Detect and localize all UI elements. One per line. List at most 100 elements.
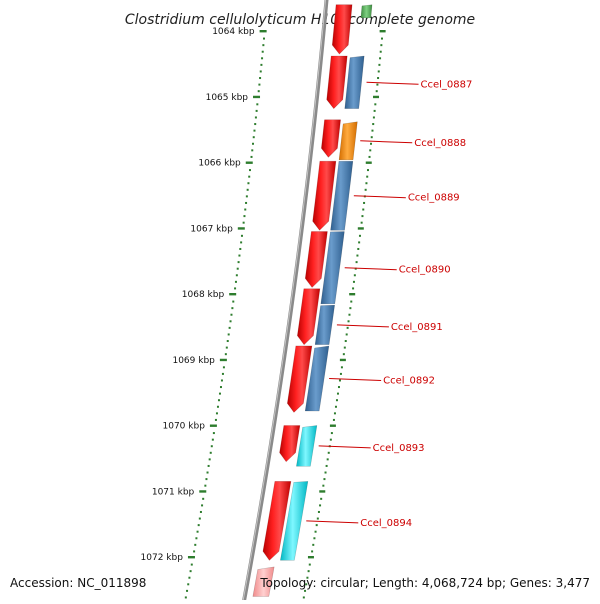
gene-label: Ccel_0887 <box>421 79 473 90</box>
minor-tick-inner <box>255 109 258 112</box>
minor-tick-outer <box>352 280 355 283</box>
major-tick-inner <box>229 293 237 296</box>
major-tick-outer <box>379 30 386 33</box>
forward-gene-arrow <box>304 231 328 288</box>
minor-tick-outer <box>380 44 383 47</box>
label-leader-line <box>336 324 389 328</box>
minor-tick-inner <box>189 570 192 573</box>
minor-tick-outer <box>316 517 319 520</box>
minor-tick-outer <box>379 50 382 53</box>
minor-tick-outer <box>312 543 315 546</box>
major-tick-outer <box>365 161 372 164</box>
minor-tick-outer <box>376 83 379 86</box>
gene-label: Ccel_0892 <box>383 375 435 386</box>
minor-tick-inner <box>195 537 198 540</box>
major-tick-inner <box>187 556 195 559</box>
minor-tick-inner <box>234 287 237 290</box>
backbone-path <box>241 0 329 604</box>
minor-tick-outer <box>369 149 372 152</box>
major-tick-inner <box>245 161 253 164</box>
minor-tick-outer <box>343 346 346 349</box>
labeled-gene-band <box>280 481 309 561</box>
minor-tick-inner <box>227 333 230 336</box>
minor-tick-inner <box>196 530 199 533</box>
minor-tick-inner <box>208 458 211 461</box>
kbp-tick-label: 1065 kbp <box>206 93 249 103</box>
minor-tick-outer <box>368 155 371 158</box>
kbp-tick-label: 1067 kbp <box>190 224 233 234</box>
minor-tick-inner <box>188 576 191 579</box>
minor-tick-outer <box>338 379 341 382</box>
minor-tick-outer <box>362 208 365 211</box>
minor-tick-inner <box>221 372 224 375</box>
major-tick-inner <box>253 95 261 99</box>
minor-tick-inner <box>219 386 222 389</box>
kbp-tick-label: 1068 kbp <box>182 290 225 300</box>
minor-tick-inner <box>198 517 201 520</box>
minor-tick-inner <box>246 188 249 191</box>
major-tick-outer <box>329 424 336 427</box>
minor-tick-outer <box>355 261 358 264</box>
labeled-gene-band <box>296 425 318 467</box>
labeled-gene-band <box>304 345 330 412</box>
gene-label: Ccel_0888 <box>414 138 466 149</box>
minor-tick-outer <box>372 116 375 119</box>
minor-tick-outer <box>370 142 372 145</box>
labeled-gene-band <box>320 231 345 305</box>
minor-tick-inner <box>211 438 214 441</box>
minor-tick-outer <box>323 478 326 481</box>
minor-tick-inner <box>243 215 246 218</box>
kbp-tick-label: 1069 kbp <box>172 356 215 366</box>
gene-label: Ccel_0893 <box>373 443 425 454</box>
minor-tick-inner <box>239 247 242 250</box>
minor-tick-outer <box>304 589 307 592</box>
minor-tick-outer <box>336 392 339 395</box>
major-tick-inner <box>237 227 245 230</box>
minor-tick-outer <box>333 412 336 415</box>
gene-features <box>252 4 373 597</box>
minor-tick-inner <box>205 478 208 481</box>
accession-text: Accession: NC_011898 <box>10 576 147 590</box>
minor-tick-inner <box>238 254 241 257</box>
minor-tick-inner <box>256 103 259 106</box>
kbp-tick-label: 1070 kbp <box>163 422 206 432</box>
minor-tick-inner <box>251 149 254 152</box>
minor-tick-outer <box>344 340 347 343</box>
minor-tick-outer <box>347 320 350 323</box>
major-tick-outer <box>357 227 364 230</box>
topology-text: Topology: circular; Length: 4,068,724 bp… <box>260 576 590 590</box>
minor-tick-inner <box>235 274 238 277</box>
minor-tick-outer <box>375 90 378 93</box>
major-tick-outer <box>319 490 326 493</box>
label-leader-line <box>353 195 406 199</box>
minor-tick-outer <box>307 570 310 573</box>
major-tick-inner <box>209 424 217 427</box>
minor-tick-outer <box>363 201 366 204</box>
minor-tick-inner <box>248 169 251 172</box>
minor-tick-inner <box>258 83 261 86</box>
minor-tick-inner <box>218 392 221 395</box>
minor-tick-inner <box>240 241 243 244</box>
minor-tick-outer <box>361 215 364 218</box>
minor-tick-inner <box>216 405 219 408</box>
gene-label: Ccel_0890 <box>399 265 451 276</box>
minor-tick-outer <box>365 182 368 185</box>
minor-tick-outer <box>325 464 328 467</box>
kbp-tick-label: 1071 kbp <box>152 487 195 497</box>
minor-tick-inner <box>252 142 254 145</box>
backbone-line <box>241 0 329 604</box>
minor-tick-outer <box>332 418 335 421</box>
minor-tick-inner <box>250 155 253 158</box>
label-leader-line <box>366 81 419 85</box>
minor-tick-outer <box>348 313 351 316</box>
gene-label: Ccel_0891 <box>391 322 443 333</box>
forward-gene-arrow <box>326 55 348 110</box>
minor-tick-outer <box>330 432 333 435</box>
labeled-gene-band <box>338 121 358 161</box>
minor-tick-outer <box>337 386 340 389</box>
minor-tick-inner <box>206 471 209 474</box>
minor-tick-inner <box>262 37 265 40</box>
label-leader-line <box>360 140 413 144</box>
minor-tick-outer <box>360 221 363 224</box>
label-leader-line <box>306 520 359 524</box>
